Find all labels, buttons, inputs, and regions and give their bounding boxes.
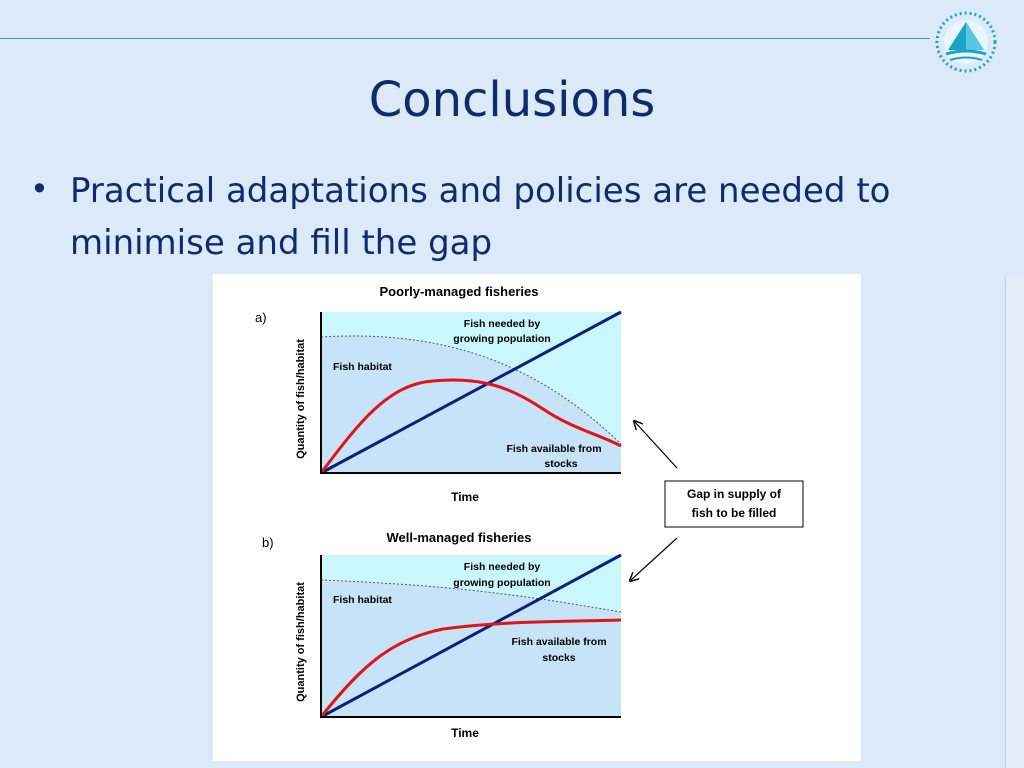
gap-box-line-1: Gap in supply of bbox=[687, 487, 782, 501]
bullet-marker: • bbox=[30, 170, 49, 208]
panel-b-ylabel: Quantity of fish/habitat bbox=[295, 582, 307, 702]
panel-a-title: Poorly-managed fisheries bbox=[380, 284, 539, 299]
panel-b-needed-line bbox=[320, 553, 622, 719]
panel-a-habitat-boundary bbox=[320, 335, 622, 445]
panel-a-habitat-area bbox=[321, 335, 621, 473]
panel-a-needed-line bbox=[320, 310, 622, 475]
panel-a-upper-area bbox=[321, 312, 621, 444]
panel-a-available-label-2: stocks bbox=[544, 458, 577, 470]
panel-a-needed-label-1: Fish needed by bbox=[464, 318, 541, 330]
side-strip bbox=[1005, 276, 1024, 768]
panel-b-available-curve bbox=[319, 618, 622, 718]
gap-callout: Gap in supply of fish to be filled bbox=[631, 422, 804, 580]
sailboat-circle-logo-icon bbox=[935, 11, 997, 73]
gap-arrow-lower bbox=[631, 537, 678, 580]
panel-b-available-label-2: stocks bbox=[542, 652, 575, 664]
gap-box bbox=[664, 480, 804, 528]
panel-a: a) Poorly-managed fisheries Quantity of … bbox=[255, 284, 622, 504]
gap-arrow-upper bbox=[635, 422, 678, 469]
panel-b-needed-label-1: Fish needed by bbox=[464, 561, 541, 573]
panel-a-xlabel: Time bbox=[451, 490, 479, 504]
panel-b-habitat-label: Fish habitat bbox=[333, 594, 392, 606]
bullet-text: Practical adaptations and policies are n… bbox=[70, 171, 891, 263]
header-rule bbox=[0, 38, 930, 39]
panel-b-available-label-1: Fish available from bbox=[511, 636, 606, 648]
panel-b-xlabel: Time bbox=[451, 726, 479, 740]
panel-a-available-label-1: Fish available from bbox=[506, 443, 601, 455]
panel-a-habitat-label: Fish habitat bbox=[333, 361, 392, 373]
panel-b-title: Well-managed fisheries bbox=[387, 530, 532, 545]
panel-b-upper-area bbox=[321, 555, 621, 612]
panel-b: b) Well-managed fisheries Quantity of fi… bbox=[262, 530, 622, 740]
gap-box-line-2: fish to be filled bbox=[692, 506, 777, 520]
panel-a-letter: a) bbox=[255, 310, 267, 325]
panel-a-needed-label-2: growing population bbox=[453, 333, 550, 345]
panel-b-habitat-area bbox=[321, 580, 621, 717]
panel-a-available-curve bbox=[319, 378, 622, 474]
slide-title: Conclusions bbox=[368, 72, 656, 128]
panel-b-letter: b) bbox=[262, 535, 274, 550]
panel-a-ylabel: Quantity of fish/habitat bbox=[295, 339, 307, 459]
panel-b-needed-label-2: growing population bbox=[453, 577, 550, 589]
fisheries-figure: a) Poorly-managed fisheries Quantity of … bbox=[213, 274, 861, 761]
